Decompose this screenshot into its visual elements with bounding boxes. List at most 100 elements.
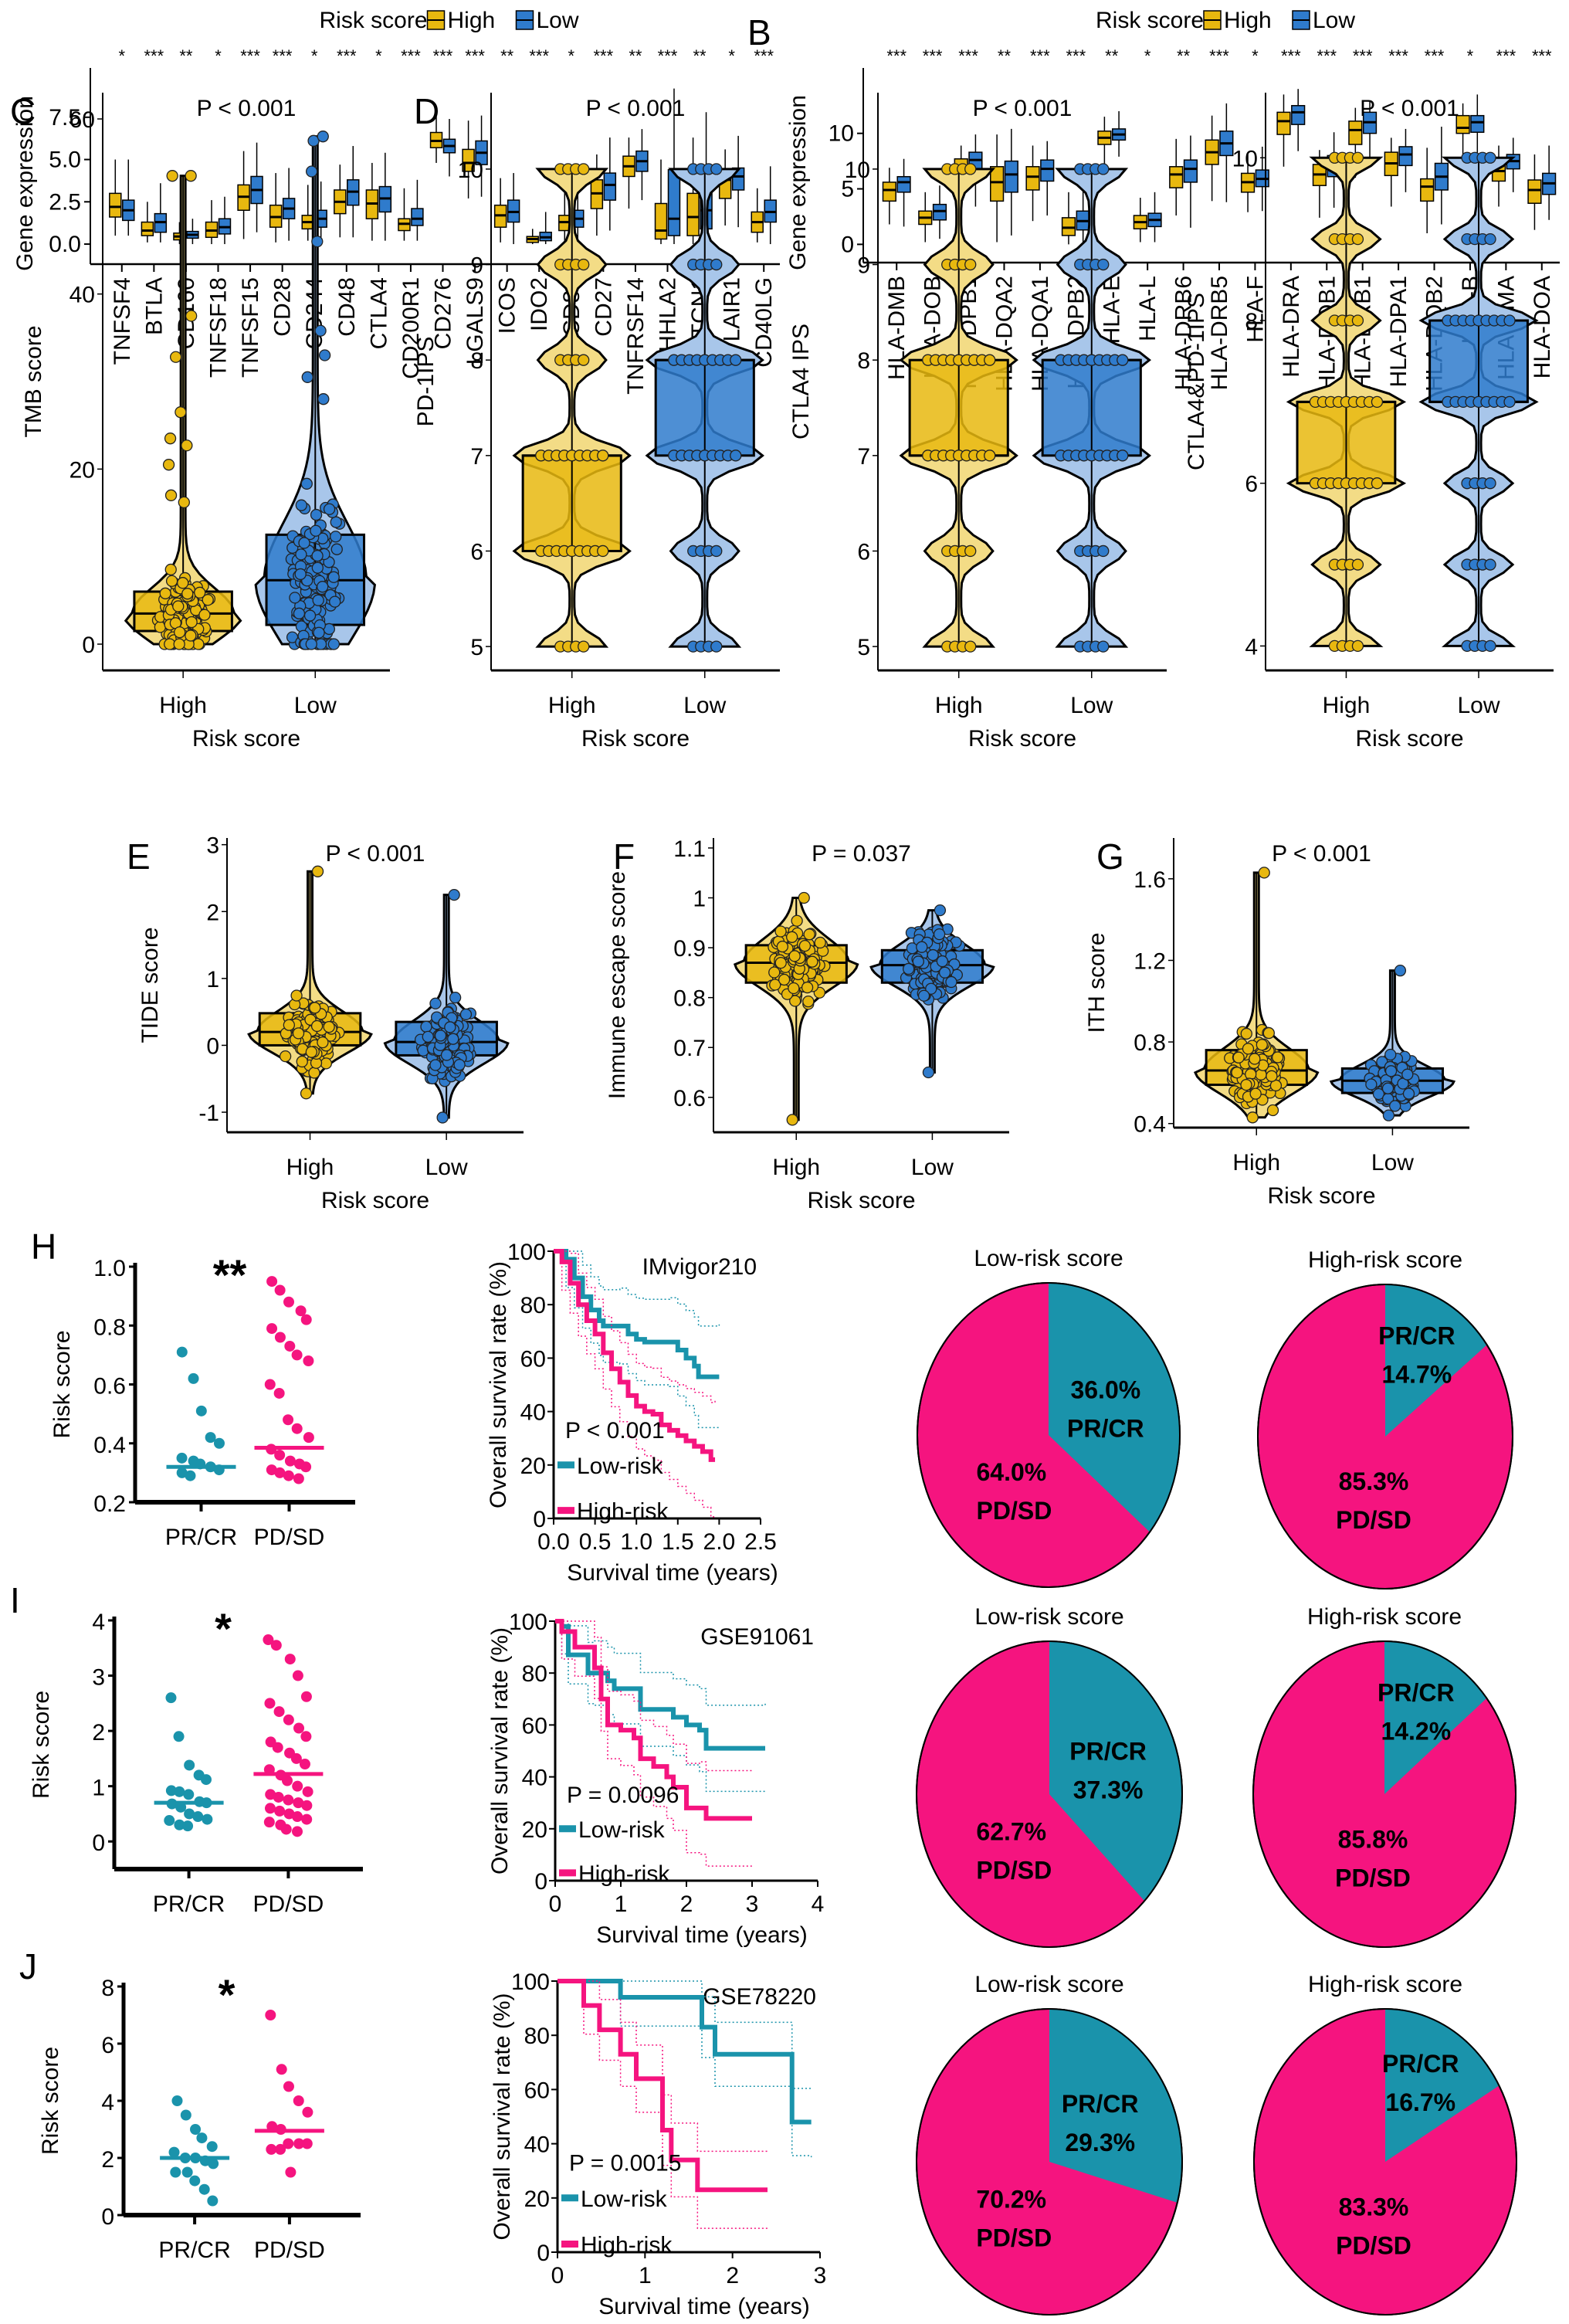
- significance-marker: ***: [337, 46, 357, 66]
- data-point: [730, 354, 742, 366]
- data-point: [272, 1742, 283, 1753]
- data-point: [183, 1789, 195, 1800]
- data-point: [205, 1432, 216, 1444]
- data-point: [1117, 450, 1129, 462]
- data-point: [984, 450, 996, 462]
- data-point: [206, 2141, 218, 2153]
- significance-marker: ***: [1209, 46, 1229, 66]
- pie-label-pr-cr: PR/CR: [1378, 1322, 1455, 1350]
- x-tick-label: CD40LG: [751, 277, 777, 368]
- group-high: High: [1286, 151, 1407, 718]
- pie-label-pr-cr: PR/CR: [1069, 1737, 1147, 1765]
- x-tick-label: PD/SD: [254, 1525, 325, 1550]
- pie-title: Low-risk score: [974, 1246, 1123, 1271]
- data-point: [1371, 477, 1384, 490]
- data-point: [293, 1722, 305, 1734]
- data-point: [284, 1340, 296, 1352]
- data-point: [964, 545, 977, 558]
- category-group: * LAIR1: [718, 46, 745, 341]
- data-point: [274, 1450, 286, 1461]
- data-point: [925, 982, 937, 995]
- category-group: *** CD40LG: [751, 46, 777, 368]
- significance-marker: **: [693, 46, 707, 66]
- box-low: [1398, 146, 1413, 167]
- data-point: [175, 406, 187, 419]
- data-point: [284, 1455, 296, 1467]
- x-tick-label: Low: [1070, 693, 1113, 718]
- pie-label-pr-cr: PR/CR: [1382, 2050, 1459, 2078]
- y-axis-title: Gene expression: [785, 95, 811, 270]
- data-point: [300, 1314, 312, 1325]
- x-tick-label: 1: [615, 1891, 628, 1917]
- y-tick-label: 10: [829, 121, 854, 147]
- y-tick-label: 40: [69, 283, 95, 308]
- x-tick-label: Low: [294, 693, 337, 718]
- significance-marker: ***: [273, 46, 293, 66]
- x-tick-label: PD/SD: [254, 2237, 325, 2263]
- significance-marker: ***: [923, 46, 943, 66]
- data-point: [283, 1794, 294, 1806]
- data-point: [1384, 1048, 1397, 1061]
- x-tick-label: High: [159, 693, 207, 718]
- data-point: [1117, 354, 1129, 366]
- km-panel-I-km: 0 20 40 60 80 100 0 1 2 3 4 Overall survival rate (…: [487, 1610, 824, 1948]
- data-point: [776, 940, 789, 953]
- data-point: [296, 1055, 308, 1068]
- p-value-label: P < 0.001: [1272, 841, 1371, 867]
- data-point: [311, 549, 324, 562]
- x-tick-label: 3: [814, 2263, 827, 2288]
- data-point: [174, 1786, 185, 1797]
- data-point: [927, 948, 939, 962]
- data-point: [300, 1087, 313, 1100]
- data-point: [964, 640, 977, 653]
- pie-label-pd-sd: 70.2%: [976, 2185, 1046, 2213]
- ci-upper-high-risk: [555, 1620, 753, 1772]
- x-tick-label: PR/CR: [153, 1891, 225, 1917]
- data-point: [317, 131, 329, 143]
- data-point: [578, 258, 590, 271]
- category-group: * HLA-F: [1240, 46, 1269, 343]
- data-point: [768, 966, 781, 979]
- data-point: [1256, 1039, 1269, 1051]
- box-low: [1183, 159, 1198, 183]
- data-point: [298, 537, 310, 549]
- y-tick-label: 40: [520, 1400, 546, 1426]
- dataset-label: GSE78220: [703, 1984, 816, 2010]
- x-tick-label: CD200R1: [398, 277, 424, 379]
- x-tick-label: HLA-DOA: [1530, 276, 1555, 378]
- pie-label-pd-sd: 85.3%: [1339, 1467, 1409, 1495]
- box-high: [462, 148, 475, 172]
- data-point: [293, 1473, 304, 1484]
- pie-label-pd-sd: PD/SD: [1336, 2231, 1411, 2259]
- km-panel-H-km: 0 20 40 60 80 100 0.0 0.5 1.0 1.5 2.0 2.5 Overall su…: [486, 1240, 778, 1586]
- y-tick-label: 3: [92, 1665, 105, 1691]
- data-point: [578, 354, 590, 366]
- x-tick-label: HLA-E: [1100, 276, 1125, 344]
- data-point: [448, 888, 460, 901]
- violin-panel-D1: D 5 6 7 8 9 10 PD-1IPS P < 0.001 Risk score High Lo…: [413, 91, 780, 751]
- data-point: [786, 1114, 798, 1126]
- x-tick-label: High: [1232, 1150, 1280, 1176]
- y-tick-label: 1.2: [1134, 948, 1166, 974]
- x-axis-title: Risk score: [1267, 1183, 1375, 1209]
- y-tick-label: 2: [206, 900, 219, 925]
- data-point: [922, 1066, 935, 1079]
- data-point: [164, 563, 177, 576]
- p-value-label: P = 0.0015: [569, 2151, 681, 2176]
- data-point: [303, 1355, 314, 1366]
- data-point: [964, 258, 977, 271]
- data-point: [284, 1654, 296, 1665]
- km-curve-low-risk: [555, 1619, 765, 1751]
- y-tick-label: 2: [101, 2147, 114, 2173]
- pie-label-pd-sd: 85.8%: [1338, 1825, 1408, 1853]
- data-point: [459, 1008, 473, 1020]
- y-tick-label: 100: [511, 1969, 550, 1995]
- data-point: [283, 1296, 295, 1308]
- data-point: [1272, 1051, 1284, 1064]
- data-point: [1351, 232, 1364, 246]
- data-point: [1351, 314, 1364, 327]
- data-point: [166, 170, 178, 182]
- group-high: High: [1193, 867, 1320, 1176]
- x-tick-label: ICOS: [495, 277, 520, 334]
